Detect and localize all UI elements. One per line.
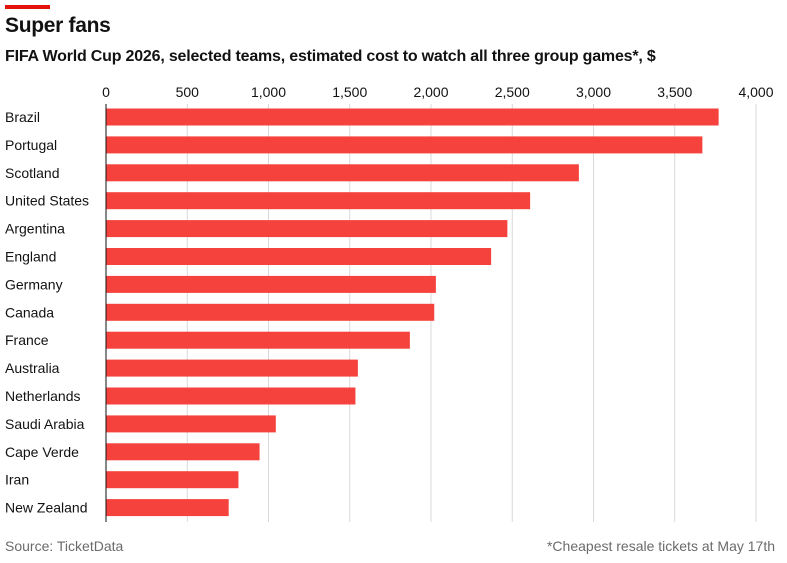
accent-bar [5,5,50,9]
x-tick-label: 3,000 [576,84,611,100]
x-tick-label: 1,500 [332,84,367,100]
chart-title: Super fans [5,14,111,37]
category-label: Saudi Arabia [5,416,85,432]
bar [106,275,436,293]
bar [106,443,260,461]
x-tick-label: 1,000 [251,84,286,100]
bar [106,331,410,349]
x-tick-label: 2,000 [413,84,448,100]
source-note: Source: TicketData [5,538,124,554]
x-tick-label: 2,500 [495,84,530,100]
category-label: Argentina [5,221,65,237]
chart-subtitle: FIFA World Cup 2026, selected teams, est… [5,48,656,65]
x-tick-label: 4,000 [738,84,773,100]
bar [106,359,358,377]
bar [106,387,356,405]
bar [106,415,276,433]
x-tick-label: 0 [102,84,110,100]
category-label: New Zealand [5,500,88,516]
bar [106,136,703,154]
bar [106,499,229,517]
category-label: Netherlands [5,388,81,404]
bar [106,108,719,126]
footnote: *Cheapest resale tickets at May 17th [546,538,775,554]
bar [106,303,435,321]
bar [106,220,508,238]
x-tick-label: 500 [176,84,200,100]
category-label: Germany [5,276,63,292]
category-label: Iran [5,472,29,488]
category-label: Brazil [5,109,40,125]
category-label: United States [5,193,89,209]
category-label: Canada [5,304,54,320]
category-label: Portugal [5,137,57,153]
category-label: Scotland [5,165,59,181]
bar [106,471,239,489]
bar [106,164,579,182]
category-label: Australia [5,360,60,376]
category-label: England [5,249,56,265]
category-label: Cape Verde [5,444,79,460]
bar [106,192,531,210]
bar [106,248,492,265]
category-label: France [5,332,49,348]
x-tick-label: 3,500 [657,84,692,100]
